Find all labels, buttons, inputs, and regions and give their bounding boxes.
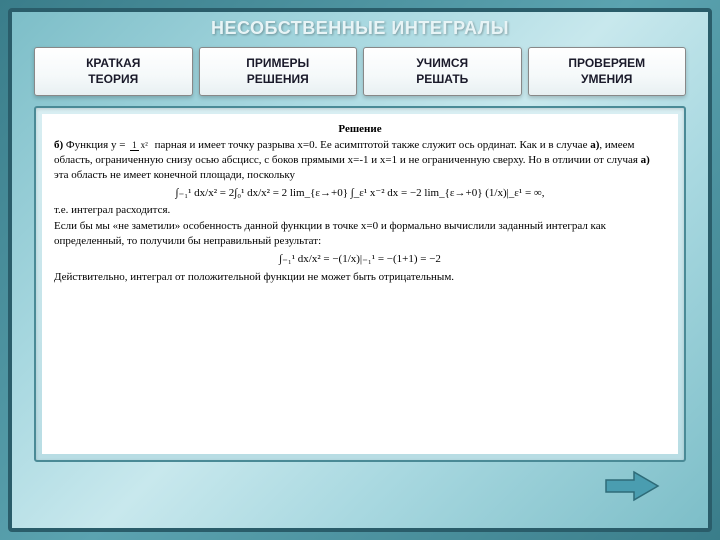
- tab-examples[interactable]: ПРИМЕРЫ РЕШЕНИЯ: [199, 47, 358, 96]
- tab-check[interactable]: ПРОВЕРЯЕМ УМЕНИЯ: [528, 47, 687, 96]
- inline-formula: y = 1x²: [111, 139, 152, 151]
- solution-heading: Решение: [54, 122, 666, 137]
- formula-2: ∫₋₁¹ dx/x² = −(1/x)|₋₁¹ = −(1+1) = −2: [54, 252, 666, 267]
- content-frame: Решение б) Функция y = 1x² парная и имее…: [34, 106, 686, 462]
- item-label: б): [54, 139, 66, 151]
- tab-label-line2: ТЕОРИЯ: [39, 72, 188, 88]
- content-body: Решение б) Функция y = 1x² парная и имее…: [42, 114, 678, 454]
- next-button[interactable]: [604, 470, 660, 502]
- tab-learn[interactable]: УЧИМСЯ РЕШАТЬ: [363, 47, 522, 96]
- ref-a: а): [590, 139, 599, 151]
- title-bar: НЕСОБСТВЕННЫЕ ИНТЕГРАЛЫ: [12, 12, 708, 43]
- page-title: НЕСОБСТВЕННЫЕ ИНТЕГРАЛЫ: [211, 18, 509, 38]
- text: эта область не имеет конечной площади, п…: [54, 169, 295, 181]
- paragraph-2: т.е. интеграл расходится.: [54, 203, 666, 218]
- arrow-right-icon: [604, 470, 660, 502]
- text: Функция: [66, 139, 111, 151]
- paragraph-1: б) Функция y = 1x² парная и имеет точку …: [54, 138, 666, 183]
- tab-label-line2: РЕШАТЬ: [368, 72, 517, 88]
- slide-frame: НЕСОБСТВЕННЫЕ ИНТЕГРАЛЫ КРАТКАЯ ТЕОРИЯ П…: [8, 8, 712, 532]
- tabs-row: КРАТКАЯ ТЕОРИЯ ПРИМЕРЫ РЕШЕНИЯ УЧИМСЯ РЕ…: [12, 47, 708, 96]
- tab-label-line2: УМЕНИЯ: [533, 72, 682, 88]
- tab-label-line1: КРАТКАЯ: [39, 56, 188, 72]
- tab-theory[interactable]: КРАТКАЯ ТЕОРИЯ: [34, 47, 193, 96]
- tab-label-line2: РЕШЕНИЯ: [204, 72, 353, 88]
- ref-a2: а): [641, 154, 650, 166]
- tab-label-line1: ПРИМЕРЫ: [204, 56, 353, 72]
- text: парная и имеет точку разрыва х=0. Ее аси…: [152, 139, 590, 151]
- paragraph-3: Если бы мы «не заметили» особенность дан…: [54, 219, 666, 249]
- tab-label-line1: УЧИМСЯ: [368, 56, 517, 72]
- paragraph-4: Действительно, интеграл от положительной…: [54, 270, 666, 285]
- tab-label-line1: ПРОВЕРЯЕМ: [533, 56, 682, 72]
- formula-1: ∫₋₁¹ dx/x² = 2∫₀¹ dx/x² = 2 lim_{ε→+0} ∫…: [54, 186, 666, 201]
